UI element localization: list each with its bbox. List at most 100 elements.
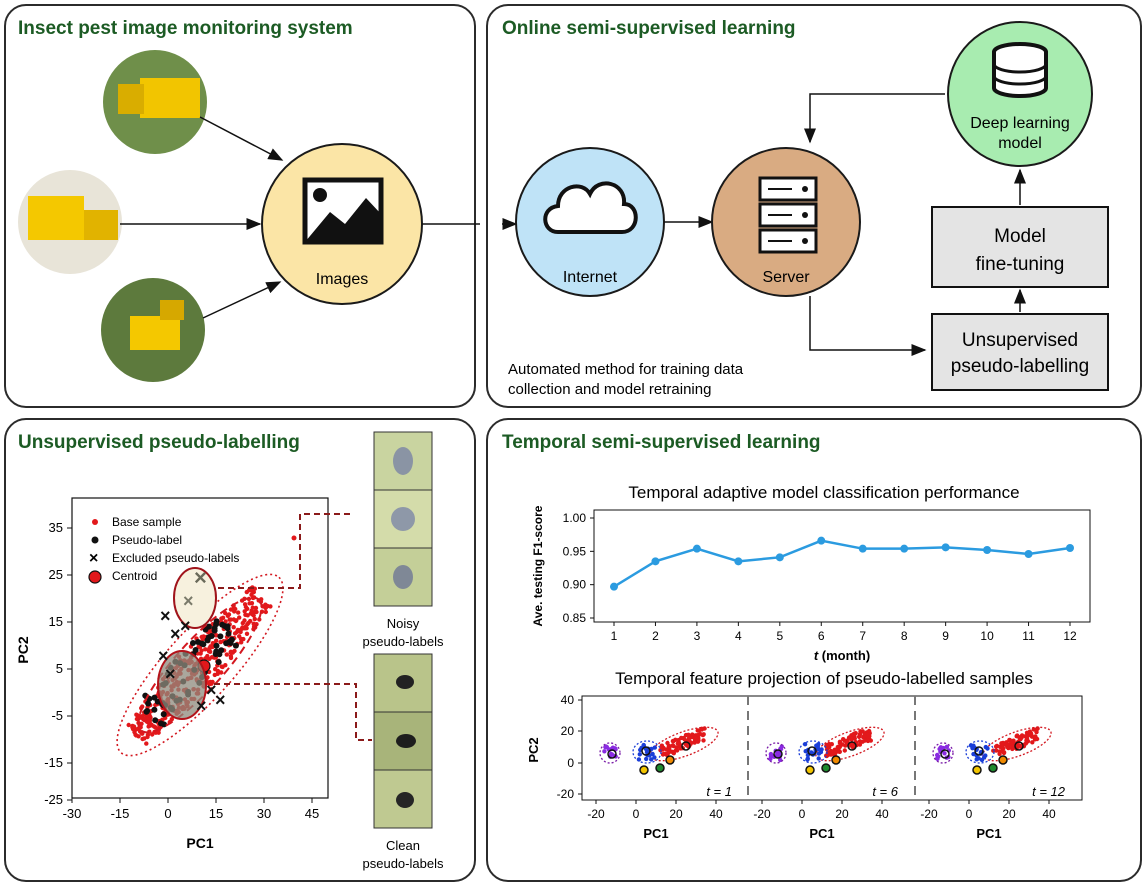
- proj-red-point: [1000, 745, 1005, 750]
- pca-ylabel: PC2: [15, 636, 31, 663]
- proj-xtick-label: 40: [709, 807, 723, 821]
- legend-base: Base sample: [112, 515, 182, 529]
- proj-red-point: [842, 748, 847, 753]
- online-diagram: Internet Server Deep learning model Mode…: [502, 21, 1109, 398]
- pca-ytick-label: -15: [44, 755, 63, 770]
- f1-xtick-label: 12: [1063, 629, 1077, 643]
- f1-point: [941, 543, 950, 552]
- proj-red-point: [857, 742, 863, 747]
- svg-text:×: ×: [89, 550, 98, 567]
- proj-centroid: [773, 749, 783, 759]
- proj-blue-point: [805, 757, 810, 762]
- proj-blue-point: [816, 742, 821, 747]
- proj-centroid: [641, 746, 651, 756]
- proj-red-point: [699, 727, 705, 732]
- proj-red-point: [681, 735, 686, 741]
- f1-xtick-label: 1: [611, 629, 618, 643]
- pca-xtick-label: -30: [63, 806, 82, 821]
- f1-point: [734, 557, 743, 566]
- proj-red-point: [686, 732, 691, 737]
- f1-xtick-label: 9: [942, 629, 949, 643]
- legend-pseudo: Pseudo-label: [112, 533, 182, 547]
- excluded-mark: ×: [170, 624, 181, 644]
- base-sample-point: [228, 607, 234, 612]
- base-sample-point: [252, 616, 257, 622]
- noisy-label-2: pseudo-labels: [363, 634, 444, 649]
- proj-red-point: [665, 740, 670, 746]
- proj-facet-label: t = 1: [706, 784, 732, 799]
- panel-title-temporal: Temporal semi-supervised learning: [502, 432, 821, 453]
- excluded-mark: ×: [180, 616, 191, 636]
- excluded-mark: ×: [160, 606, 171, 626]
- f1-series-line: [613, 539, 1071, 588]
- proj-ylabel: PC2: [526, 737, 541, 762]
- f1-ytick-label: 0.85: [563, 611, 587, 625]
- proj-red-point: [1033, 736, 1038, 741]
- pca-legend: × Base sample Pseudo-label Excluded pseu…: [88, 515, 239, 584]
- base-sample-point: [244, 631, 250, 636]
- proj-centroid: [831, 755, 841, 765]
- base-sample-point: [291, 535, 297, 541]
- proj-red-point: [837, 744, 842, 750]
- base-sample-point: [219, 670, 224, 675]
- proj-red-point: [701, 738, 706, 743]
- pseudo-label-point: [157, 720, 164, 727]
- proj-red-point: [701, 732, 706, 737]
- base-sample-point: [246, 620, 251, 626]
- base-sample-point: [131, 724, 137, 729]
- proj-red-point: [841, 737, 846, 742]
- proj-red-point: [828, 748, 834, 754]
- proj-red-point: [833, 750, 838, 756]
- trap-photo-3: [101, 278, 205, 382]
- base-sample-point: [242, 609, 247, 614]
- base-sample-point: [208, 649, 213, 654]
- excluded-mark: ×: [196, 696, 207, 716]
- proj-red-point: [1025, 733, 1030, 739]
- pseudo-label-point: [160, 711, 167, 718]
- proj-red-point: [1030, 740, 1035, 745]
- proj-purple-point: [942, 751, 947, 756]
- proj-facet-label: t = 12: [1032, 784, 1066, 799]
- noisy-label-1: Noisy: [387, 616, 420, 631]
- base-sample-point: [236, 610, 241, 615]
- clean-cluster-ellipse: [157, 650, 207, 720]
- proj-red-point: [1001, 750, 1007, 755]
- proj-red-point: [997, 749, 1002, 754]
- server-icon: [758, 176, 818, 254]
- clean-label-1: Clean: [386, 838, 420, 853]
- pca-xlabel: PC1: [186, 835, 213, 851]
- proj-red-point: [674, 748, 680, 753]
- proj-blue-point: [644, 756, 649, 762]
- f1-xtick-label: 11: [1022, 629, 1035, 643]
- clean-connector: [214, 683, 372, 741]
- pca-xtick-label: -15: [111, 806, 130, 821]
- proj-purple-point: [610, 745, 616, 750]
- pseudo-label-point: [225, 630, 232, 637]
- pca-xtick-label: 15: [209, 806, 223, 821]
- base-sample-point: [246, 588, 252, 593]
- proj-xtick-label: -20: [753, 807, 771, 821]
- pseudo-label-point: [190, 640, 196, 646]
- pca-ytick-label: -25: [44, 792, 63, 807]
- server-label: Server: [762, 269, 810, 286]
- pseudo-label-point: [145, 700, 152, 707]
- pca-plot-frame: [71, 497, 329, 799]
- proj-blue-point: [650, 751, 655, 757]
- proj-centroid: [847, 741, 857, 751]
- f1-point: [610, 582, 618, 591]
- f1-xtick-label: 4: [735, 629, 742, 643]
- proj-blue-point: [816, 751, 822, 756]
- base-sample-point: [263, 609, 268, 615]
- proj-red-point: [692, 740, 697, 745]
- clean-label-2: pseudo-labels: [363, 856, 444, 871]
- base-sample-point: [243, 625, 248, 630]
- pca-ytick-label: 15: [49, 614, 63, 629]
- f1-chart-title: Temporal adaptive model classification p…: [628, 483, 1019, 502]
- proj-red-point: [694, 735, 699, 741]
- base-sample-point: [235, 627, 240, 633]
- proj-blue-point: [652, 745, 657, 750]
- proj-centroid: [639, 765, 649, 775]
- proj-xtick-label: 20: [1002, 807, 1016, 821]
- base-sample-point: [220, 664, 225, 670]
- proj-red-point: [684, 743, 690, 748]
